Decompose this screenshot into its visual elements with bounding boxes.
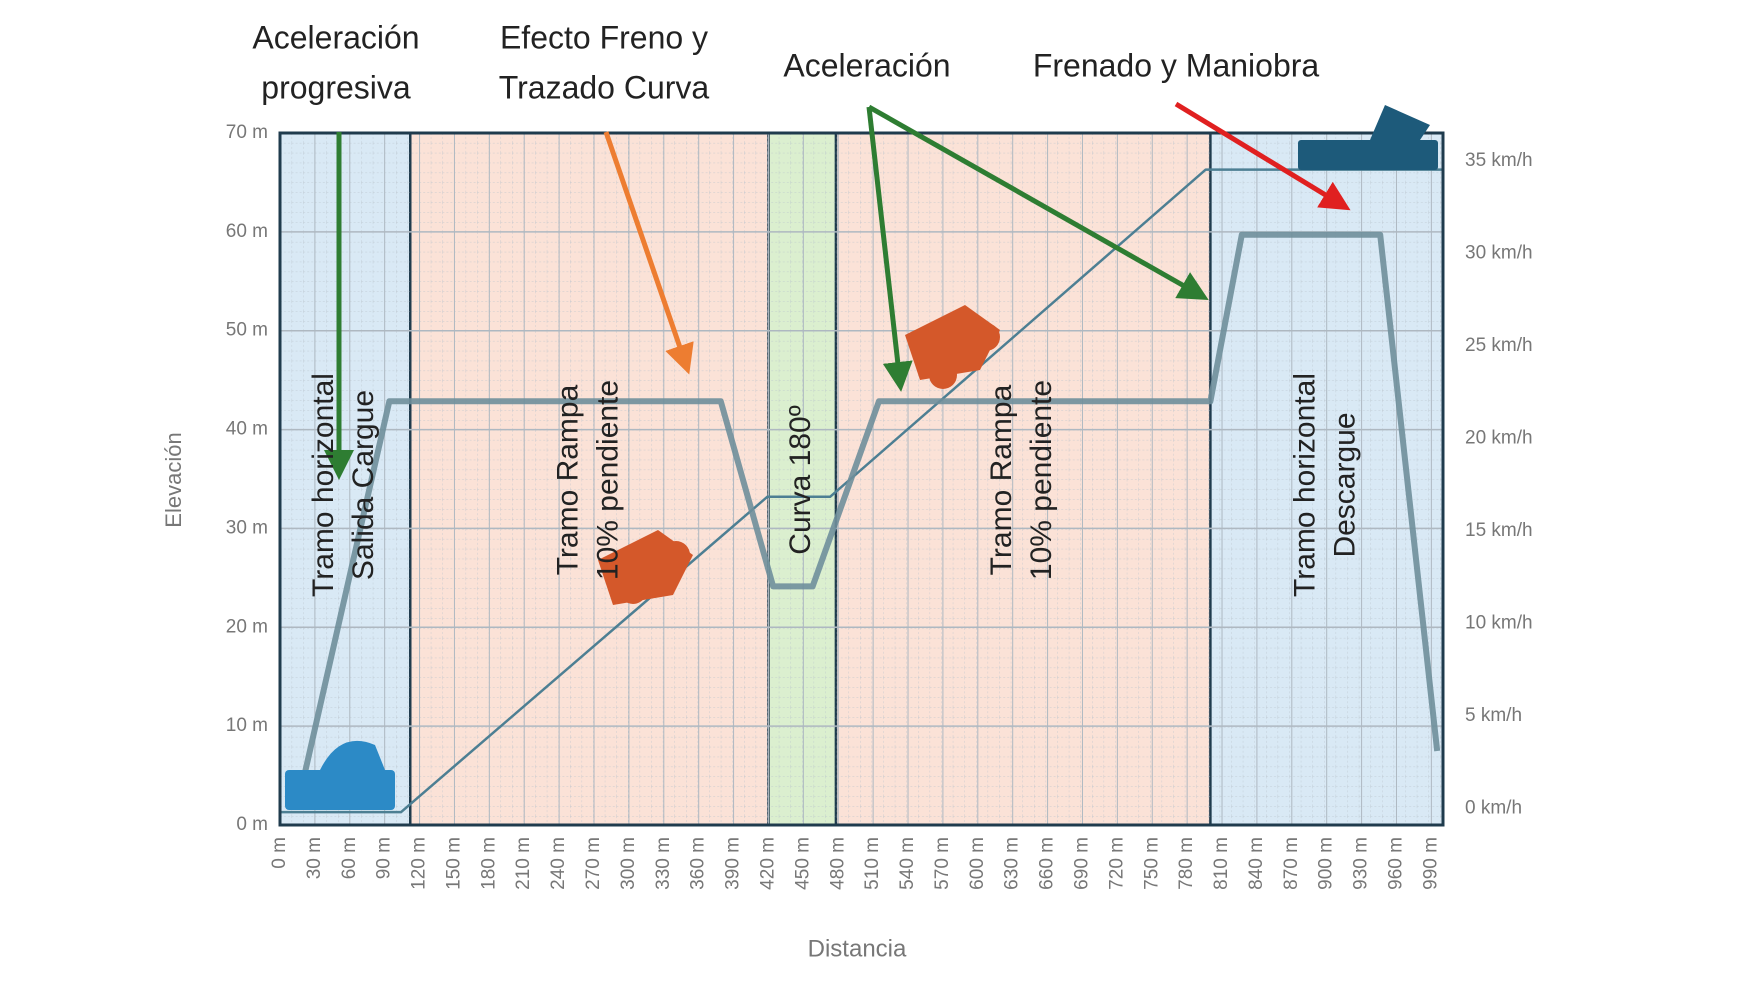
zone-label: Tramo Rampa xyxy=(985,384,1018,575)
annotation: Aceleración xyxy=(252,19,419,55)
zone-label: 10% pendiente xyxy=(1025,380,1058,580)
x-tick-label: 420 m xyxy=(757,837,778,890)
y2-tick-label: 25 km/h xyxy=(1465,335,1533,356)
zone-label: Tramo Rampa xyxy=(551,384,584,575)
speed-line xyxy=(296,231,1441,797)
x-tick-label: 480 m xyxy=(827,837,848,890)
x-tick-label: 750 m xyxy=(1141,837,1162,890)
y-tick-label: 10 m xyxy=(226,715,268,736)
arrow xyxy=(1174,101,1351,211)
x-tick-label: 60 m xyxy=(339,837,360,879)
x-tick-label: 510 m xyxy=(862,837,883,890)
x-tick-label: 390 m xyxy=(723,837,744,890)
x-tick-label: 990 m xyxy=(1420,837,1441,890)
x-tick-label: 450 m xyxy=(792,837,813,890)
y2-tick-label: 10 km/h xyxy=(1465,612,1533,633)
x-tick-label: 120 m xyxy=(409,837,430,890)
y-tick-label: 20 m xyxy=(226,616,268,637)
x-tick-label: 360 m xyxy=(688,837,709,890)
annotation: Aceleración xyxy=(783,47,950,83)
x-tick-label: 840 m xyxy=(1246,837,1267,890)
x-tick-label: 180 m xyxy=(478,837,499,890)
x-tick-label: 720 m xyxy=(1106,837,1127,890)
y-tick-label: 50 m xyxy=(226,320,268,341)
x-tick-label: 210 m xyxy=(513,837,534,890)
annotation: progresiva xyxy=(261,69,411,105)
zone-label: Descargue xyxy=(1329,412,1362,557)
y2-tick-label: 5 km/h xyxy=(1465,705,1522,726)
arrow xyxy=(866,106,913,392)
zone-label: Tramo horizontal xyxy=(307,373,340,597)
annotation: Trazado Curva xyxy=(499,69,710,105)
zone-label: Curva 180º xyxy=(784,405,817,554)
y-axis-label: Elevación xyxy=(161,432,186,527)
x-tick-label: 780 m xyxy=(1176,837,1197,890)
x-tick-label: 600 m xyxy=(967,837,988,890)
x-tick-label: 540 m xyxy=(897,837,918,890)
x-tick-label: 810 m xyxy=(1211,837,1232,890)
x-tick-label: 330 m xyxy=(653,837,674,890)
x-tick-label: 0 m xyxy=(269,837,290,869)
annotation: Frenado y Maniobra xyxy=(1033,47,1320,83)
arrow xyxy=(603,131,694,375)
x-tick-label: 150 m xyxy=(443,837,464,890)
y-tick-label: 0 m xyxy=(236,814,268,835)
arrow xyxy=(867,104,1209,300)
x-tick-label: 30 m xyxy=(304,837,325,879)
y2-tick-label: 15 km/h xyxy=(1465,520,1533,541)
y2-tick-label: 0 km/h xyxy=(1465,797,1522,818)
x-tick-label: 690 m xyxy=(1071,837,1092,890)
x-tick-label: 960 m xyxy=(1385,837,1406,890)
x-tick-label: 240 m xyxy=(548,837,569,890)
minor-grid xyxy=(280,133,1443,825)
x-tick-label: 270 m xyxy=(583,837,604,890)
x-tick-label: 630 m xyxy=(1002,837,1023,890)
x-tick-label: 570 m xyxy=(932,837,953,890)
x-axis-label: Distancia xyxy=(808,935,907,962)
annotation: Efecto Freno y xyxy=(500,19,708,55)
y-tick-label: 30 m xyxy=(226,517,268,538)
x-tick-label: 660 m xyxy=(1037,837,1058,890)
x-tick-label: 870 m xyxy=(1281,837,1302,890)
x-tick-label: 300 m xyxy=(618,837,639,890)
zone-label: Tramo horizontal xyxy=(1289,373,1322,597)
x-tick-label: 930 m xyxy=(1351,837,1372,890)
arrows xyxy=(324,101,1351,480)
x-tick-label: 900 m xyxy=(1316,837,1337,890)
y-tick-label: 70 m xyxy=(226,122,268,143)
zone-label: Salida Cargue xyxy=(347,390,380,580)
y-tick-label: 60 m xyxy=(226,221,268,242)
x-tick-label: 90 m xyxy=(374,837,395,879)
zone-label: 10% pendiente xyxy=(591,380,624,580)
elevation-line xyxy=(280,168,1443,814)
y2-tick-label: 35 km/h xyxy=(1465,150,1533,171)
lines xyxy=(280,168,1443,814)
truck-icons xyxy=(285,105,1438,810)
y2-tick-label: 30 km/h xyxy=(1465,242,1533,263)
y-tick-label: 40 m xyxy=(226,419,268,440)
y2-tick-label: 20 km/h xyxy=(1465,427,1533,448)
plot-border xyxy=(278,131,1445,827)
